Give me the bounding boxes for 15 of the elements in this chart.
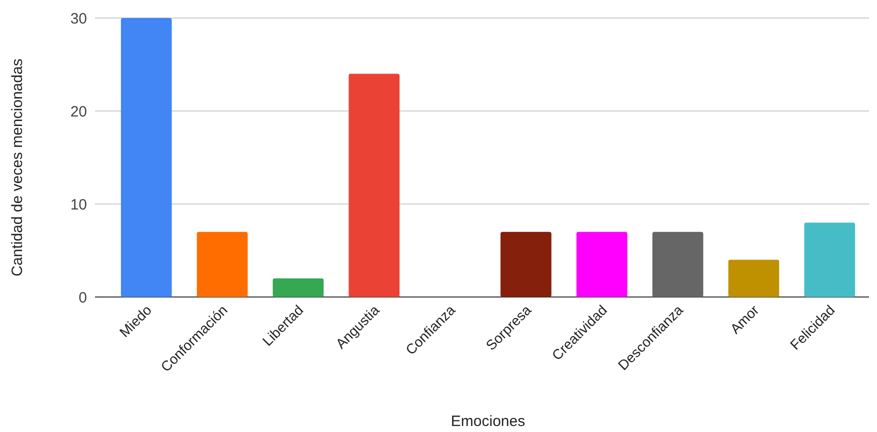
bar bbox=[272, 278, 324, 297]
bar bbox=[652, 232, 704, 297]
y-tick-label: 0 bbox=[78, 289, 87, 306]
y-axis-title: Cantidad de veces mencionadas bbox=[9, 58, 26, 276]
bar bbox=[120, 18, 172, 297]
y-tick-label: 10 bbox=[70, 196, 87, 214]
y-tick-label: 30 bbox=[70, 10, 87, 28]
x-axis-title: Emociones bbox=[450, 413, 526, 430]
y-tick-label: 20 bbox=[70, 103, 87, 120]
bar bbox=[348, 74, 400, 297]
bar bbox=[728, 260, 780, 297]
bar bbox=[576, 232, 628, 297]
bar bbox=[804, 222, 856, 297]
bar bbox=[500, 232, 552, 297]
bar bbox=[196, 232, 248, 297]
